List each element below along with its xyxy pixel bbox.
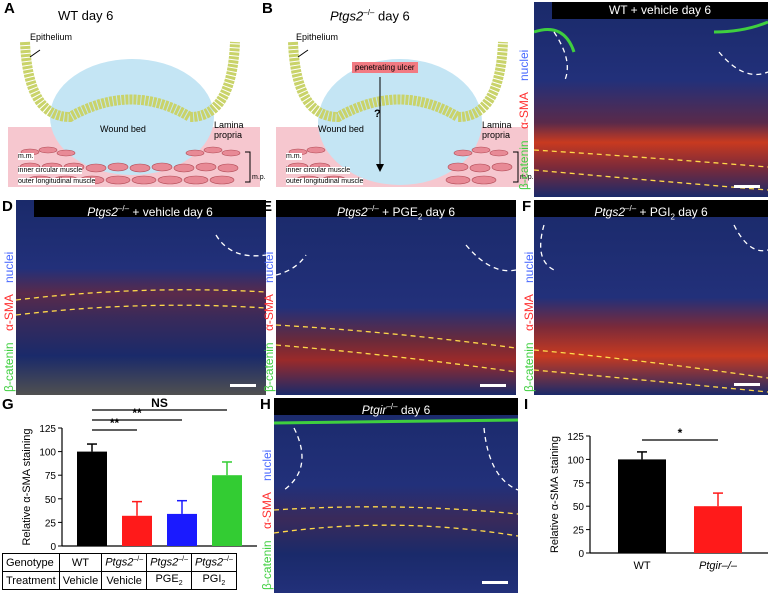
treatment-cell: Vehicle	[58, 571, 103, 590]
label-mp-b: m.p.	[520, 174, 534, 181]
significance-label: *	[678, 426, 683, 440]
y-tick-label: 100	[567, 455, 584, 466]
significance-label: **	[132, 406, 142, 420]
wound-bed-shape	[50, 59, 214, 175]
y-tick-label: 25	[573, 526, 585, 537]
label-mm-a: m.m.	[18, 153, 34, 160]
bar	[694, 506, 742, 553]
genotype-cell: Ptgs2–/–	[146, 553, 192, 572]
genotype-cell: Ptgs2–/–	[190, 553, 237, 572]
stain-legend-h: β-catenin α-SMA nuclei	[260, 449, 274, 590]
schematic-wt	[8, 41, 260, 187]
panel-label-i: I	[524, 396, 529, 413]
treatment-cell: PGE2	[146, 571, 192, 590]
panel-a-title: WT day 6	[58, 8, 114, 23]
significance-label: NS	[151, 398, 168, 410]
micrograph-h: Ptgir–/– day 6	[274, 398, 518, 593]
y-tick-label: 125	[567, 432, 584, 443]
panel-label-h: H	[260, 396, 271, 413]
panel-label-a: A	[4, 0, 15, 17]
treatment-header: Treatment	[2, 571, 60, 590]
label-inner-muscle-a: inner circular muscle	[18, 167, 83, 174]
scale-bar-d	[230, 384, 256, 387]
label-question: ?	[374, 108, 381, 120]
bar	[77, 451, 107, 546]
scale-bar-f	[734, 383, 760, 386]
label-wound-bed-a: Wound bed	[100, 124, 146, 134]
panel-label-g: G	[2, 396, 14, 413]
micrograph-c: WT + vehicle day 6	[534, 2, 768, 197]
micrograph-f-title: Ptgs2–/– + PGI2 day 6	[534, 200, 768, 221]
scale-bar-e	[480, 384, 506, 387]
treatment-cell: PGI2	[190, 571, 237, 590]
label-inner-muscle-b: inner circular muscle	[286, 167, 351, 174]
significance-label: **	[110, 416, 120, 430]
label-mm-b: m.m.	[286, 153, 302, 160]
micrograph-d-title: Ptgs2–/– + vehicle day 6	[34, 200, 266, 219]
micrograph-e: Ptgs2–/– + PGE2 day 6	[276, 200, 516, 395]
label-outer-muscle-a: outer longitudinal muscle	[18, 178, 96, 185]
chart-g: 0 25 50 75 100 125 Relative α-SMA staining NS **…	[21, 398, 257, 550]
genotype-treatment-table: Genotype WT Ptgs2–/– Ptgs2–/– Ptgs2–/– T…	[2, 553, 237, 590]
genotype-cell: Ptgs2–/–	[101, 553, 148, 572]
y-tick-label: 50	[573, 502, 585, 513]
x-tick-label: WT	[633, 560, 650, 572]
epithelium-shape	[20, 41, 240, 123]
micrograph-f: Ptgs2–/– + PGI2 day 6	[534, 200, 768, 395]
genotype-header: Genotype	[2, 553, 60, 572]
y-tick-label: 125	[39, 424, 56, 435]
bar	[122, 515, 152, 546]
scale-bar-h	[482, 581, 508, 584]
stain-legend-e: β-catenin α-SMA nuclei	[262, 251, 276, 392]
stain-legend-c: β-catenin α-SMA nuclei	[517, 49, 531, 190]
y-tick-label: 100	[39, 448, 56, 459]
y-tick-label: 75	[45, 471, 57, 482]
micrograph-d: Ptgs2–/– + vehicle day 6	[16, 200, 266, 395]
bar	[212, 475, 242, 546]
treatment-cell: Vehicle	[101, 571, 148, 590]
label-penetrating-ulcer: penetrating ulcer	[352, 62, 418, 73]
y-tick-label: 0	[578, 549, 584, 560]
bar	[167, 513, 197, 546]
panel-label-e: E	[262, 198, 273, 215]
y-tick-label: 50	[45, 495, 57, 506]
micrograph-e-title: Ptgs2–/– + PGE2 day 6	[276, 200, 516, 221]
micrograph-h-title: Ptgir–/– day 6	[274, 398, 518, 417]
y-axis-label: Relative α-SMA staining	[21, 428, 33, 545]
label-lamina-propria-b: Lamina propria	[482, 120, 512, 140]
bar	[618, 459, 666, 553]
label-lamina-propria-a: Lamina propria	[214, 120, 244, 140]
label-epithelium-a: Epithelium	[30, 32, 73, 42]
x-tick-label: Ptgir–/–	[699, 560, 738, 572]
y-tick-label: 75	[573, 479, 585, 490]
chart-i: 0 25 50 75 100 125 Relative α-SMA staining WT Pt…	[549, 426, 768, 572]
stain-legend-f: β-catenin α-SMA nuclei	[522, 251, 536, 392]
y-axis-label: Relative α-SMA staining	[549, 436, 561, 553]
micrograph-c-title: WT + vehicle day 6	[552, 2, 768, 19]
panel-label-b: B	[262, 0, 273, 17]
stain-legend-d: β-catenin α-SMA nuclei	[2, 251, 16, 392]
y-tick-label: 25	[45, 518, 57, 529]
genotype-cell: WT	[58, 553, 103, 572]
label-epithelium-b: Epithelium	[296, 32, 339, 42]
label-wound-bed-b: Wound bed	[318, 124, 364, 134]
panel-b-title: Ptgs2–/– day 6	[330, 8, 410, 24]
panel-label-f: F	[522, 198, 532, 215]
panel-label-d: D	[2, 198, 13, 215]
y-tick-label: 0	[50, 542, 56, 550]
scale-bar-c	[734, 185, 760, 188]
label-mp-a: m.p.	[252, 174, 266, 181]
label-outer-muscle-b: outer longitudinal muscle	[286, 178, 364, 185]
